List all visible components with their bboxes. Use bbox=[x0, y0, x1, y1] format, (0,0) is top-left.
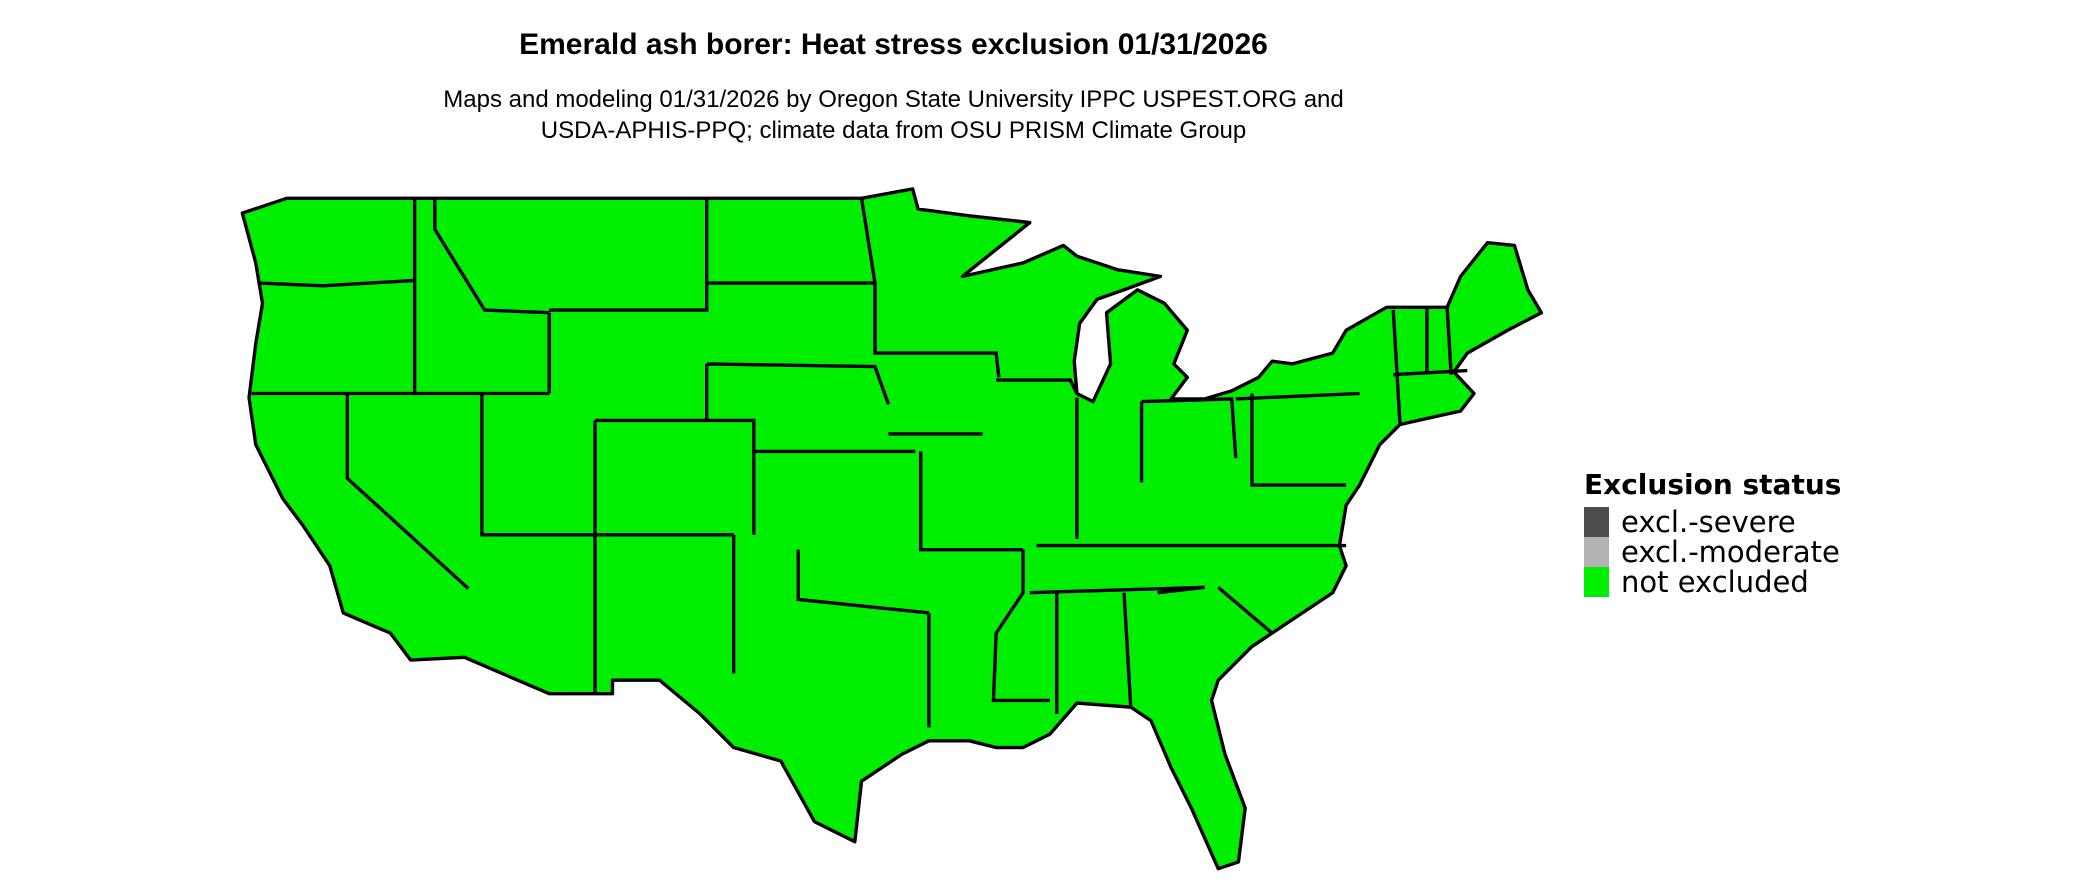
legend-item-severe: excl.-severe bbox=[1584, 507, 1841, 537]
legend-label: excl.-moderate bbox=[1621, 535, 1840, 569]
legend-title: Exclusion status bbox=[1584, 468, 1842, 501]
legend-label: excl.-severe bbox=[1621, 505, 1796, 539]
legend-swatch bbox=[1584, 567, 1609, 597]
legend-swatch bbox=[1584, 537, 1609, 567]
legend-swatch bbox=[1584, 507, 1609, 537]
legend-label: not excluded bbox=[1621, 565, 1809, 599]
map-subtitle-line1: Maps and modeling 01/31/2026 by Oregon S… bbox=[443, 86, 1344, 113]
state-borders bbox=[251, 198, 1468, 728]
map-subtitle-line2: USDA-APHIS-PPQ; climate data from OSU PR… bbox=[540, 117, 1247, 144]
legend-item-moderate: excl.-moderate bbox=[1584, 537, 1841, 567]
legend-item-not-excluded: not excluded bbox=[1584, 567, 1841, 597]
conus-outline bbox=[240, 187, 1544, 871]
legend: Exclusion status excl.-severe excl.-mode… bbox=[1584, 468, 1841, 597]
map-title: Emerald ash borer: Heat stress exclusion… bbox=[519, 28, 1268, 61]
